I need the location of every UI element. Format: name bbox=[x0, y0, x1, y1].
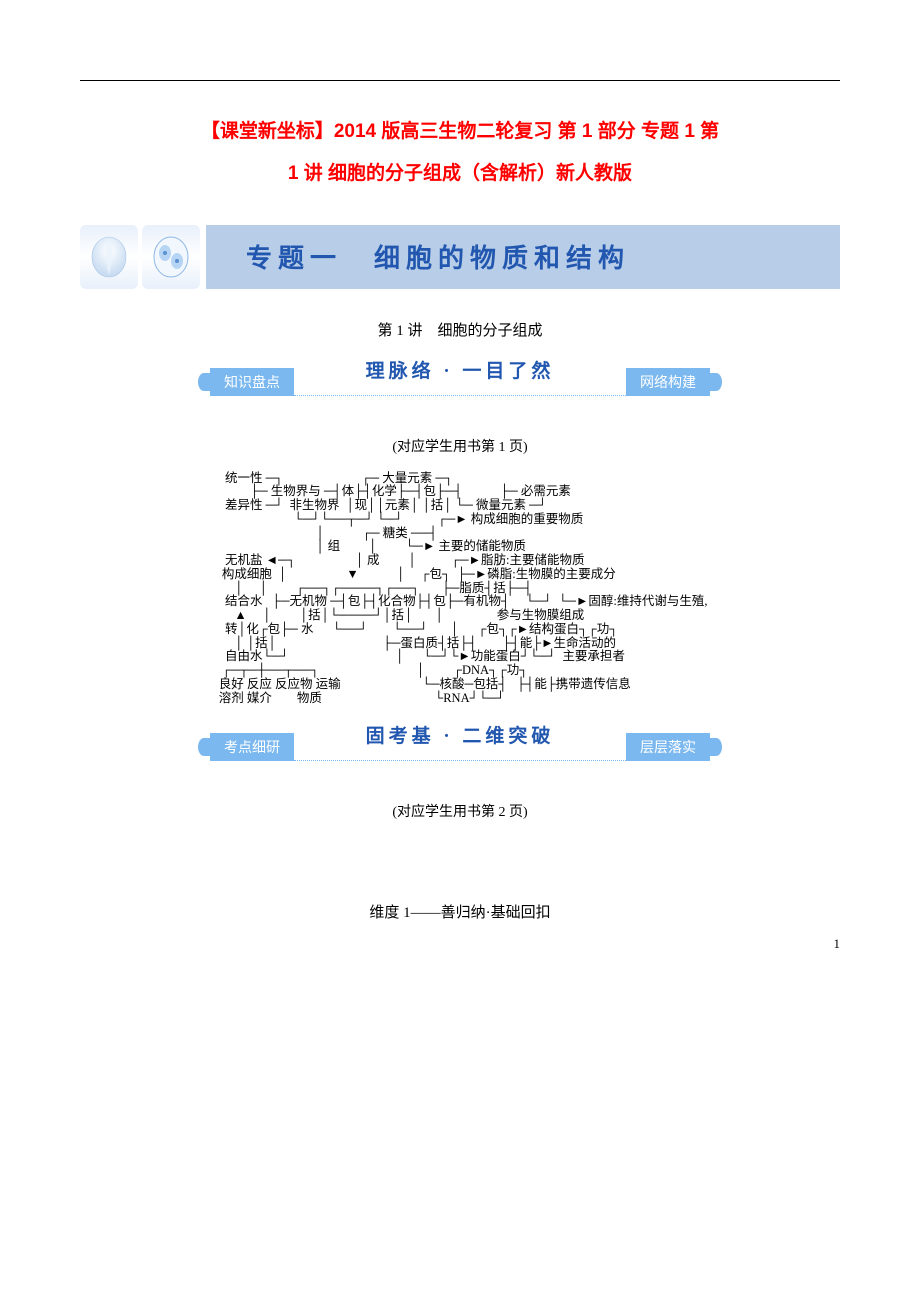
page-number: 1 bbox=[834, 936, 841, 952]
banner-icon-group bbox=[80, 225, 200, 289]
page-reference-1: (对应学生用书第 1 页) bbox=[80, 436, 840, 456]
banner-title: 专题一 细胞的物质和结构 bbox=[206, 225, 840, 289]
document-title: 【课堂新坐标】2014 版高三生物二轮复习 第 1 部分 专题 1 第 1 讲 … bbox=[80, 111, 840, 195]
ribbon-left-tag-1: 知识盘点 bbox=[210, 368, 294, 396]
ribbon-center-2: 固考基 · 二维突破 bbox=[294, 733, 626, 761]
lecture-subtitle: 第 1 讲 细胞的分子组成 bbox=[80, 319, 840, 340]
ribbon-center-text-2: 固考基 · 二维突破 bbox=[358, 726, 563, 747]
ribbon-center-1: 理脉络 · 一目了然 bbox=[294, 368, 626, 396]
ribbon-left-tag-2: 考点细研 bbox=[210, 733, 294, 761]
ribbon-center-text-1: 理脉络 · 一目了然 bbox=[358, 361, 563, 382]
concept-diagram: 统一性 ─┐ ┌─ 大量元素 ─┐ ├─ 生物界与 ─┤体├┤化学├─┤包├─┤… bbox=[212, 472, 707, 706]
dimension-heading: 维度 1——善归纳·基础回扣 bbox=[80, 901, 840, 922]
section-ribbon-2: 考点细研 固考基 · 二维突破 层层落实 bbox=[210, 733, 710, 761]
cell-icon bbox=[151, 233, 191, 281]
section-ribbon-1: 知识盘点 理脉络 · 一目了然 网络构建 bbox=[210, 368, 710, 396]
page-reference-2: (对应学生用书第 2 页) bbox=[80, 801, 840, 821]
title-line-2: 1 讲 细胞的分子组成（含解析）新人教版 bbox=[288, 163, 632, 184]
banner-icon-1 bbox=[80, 225, 138, 289]
top-horizontal-rule bbox=[80, 80, 840, 81]
topic-banner: 专题一 细胞的物质和结构 bbox=[80, 225, 840, 289]
ribbon-right-tag-2: 层层落实 bbox=[626, 733, 710, 761]
title-line-1: 【课堂新坐标】2014 版高三生物二轮复习 第 1 部分 专题 1 第 bbox=[201, 121, 719, 142]
banner-icon-2 bbox=[142, 225, 200, 289]
ribbon-right-tag-1: 网络构建 bbox=[626, 368, 710, 396]
concept-diagram-container: 统一性 ─┐ ┌─ 大量元素 ─┐ ├─ 生物界与 ─┤体├┤化学├─┤包├─┤… bbox=[80, 472, 840, 706]
orb-icon bbox=[89, 233, 129, 281]
